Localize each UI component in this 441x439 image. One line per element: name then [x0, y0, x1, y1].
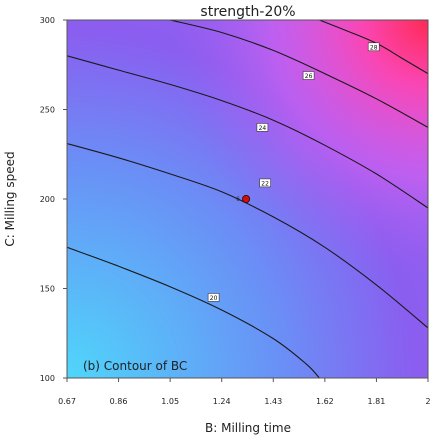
y-axis-ticks: 100 150 200 250 300	[40, 16, 67, 383]
y-tick-label: 100	[40, 374, 55, 383]
contour-line-22	[67, 142, 428, 329]
y-tick-label: 150	[40, 285, 55, 294]
x-axis-ticks: 0.67 0.86 1.05 1.24 1.43 1.62 1.81 2	[58, 378, 431, 406]
contour-label-26: 26	[305, 73, 313, 80]
x-tick-label: 0.67	[58, 397, 76, 406]
design-point-group: 6	[236, 194, 251, 203]
x-axis-label: B: Milling time	[205, 421, 291, 435]
contour-label-22: 22	[261, 180, 269, 187]
contour-label-box-28	[367, 42, 380, 52]
x-tick-label: 2	[425, 397, 430, 406]
y-tick-label: 200	[40, 195, 55, 204]
contour-label-24: 24	[259, 125, 267, 132]
contour-labels: 20 22 24 26 28	[207, 42, 380, 302]
design-point	[242, 194, 251, 203]
x-tick-label: 1.43	[264, 397, 282, 406]
x-tick-label: 1.05	[161, 397, 179, 406]
contour-label-box-22	[259, 178, 271, 188]
y-tick-label: 250	[40, 106, 55, 115]
chart-annotation: (b) Contour of BC	[83, 359, 187, 373]
y-axis-label: C: Milling speed	[3, 151, 17, 246]
chart-title: strength-20%	[200, 4, 295, 20]
x-tick-label: 0.86	[110, 397, 128, 406]
x-tick-label: 1.62	[316, 397, 334, 406]
y-tick-label: 300	[40, 16, 55, 25]
x-tick-label: 1.81	[368, 397, 386, 406]
contour-label-box-26	[302, 71, 315, 80]
plot-area: 20 22 24 26 28 6	[66, 19, 429, 379]
contour-label-box-24	[256, 123, 269, 132]
contour-label-28: 28	[370, 44, 378, 51]
contour-line-26	[169, 20, 428, 128]
contour-line-24	[67, 55, 428, 209]
x-tick-label: 1.24	[213, 397, 231, 406]
design-point-label: 6	[236, 196, 240, 203]
contour-label-box-20	[207, 293, 220, 302]
contour-label-20: 20	[210, 295, 218, 302]
contour-lines	[67, 20, 428, 378]
contour-line-20	[67, 246, 320, 378]
